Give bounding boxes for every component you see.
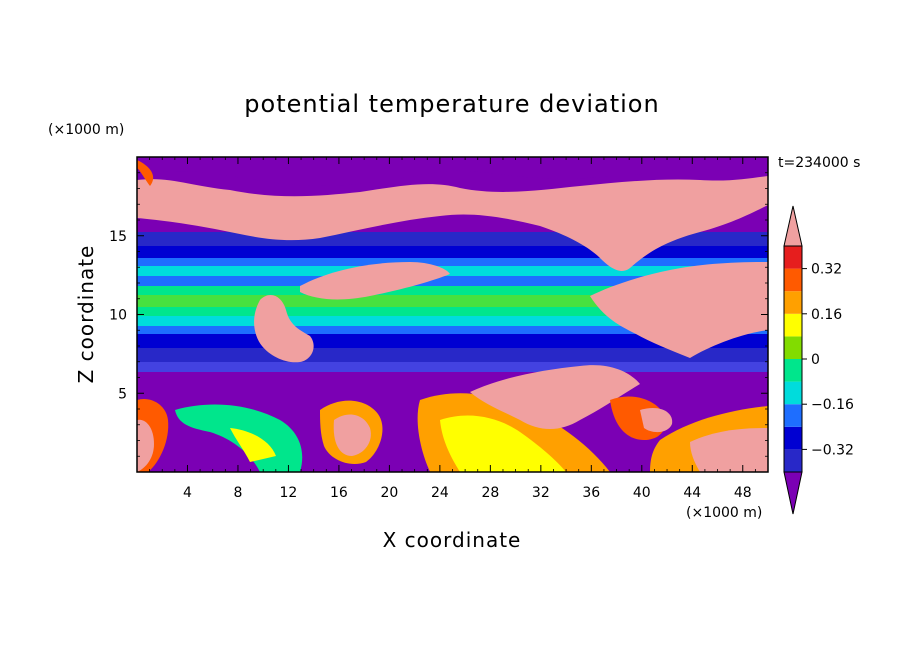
lower-yellow-1 xyxy=(230,428,276,462)
lower-swirl-core xyxy=(333,414,371,456)
x-tick-label: 32 xyxy=(532,485,550,501)
colorbar-band xyxy=(784,336,802,359)
colorbar-tick-label: 0 xyxy=(811,352,820,368)
x-tick-label: 16 xyxy=(330,485,348,501)
x-tick-label: 20 xyxy=(380,485,398,501)
colorbar-high-arrow xyxy=(783,205,803,247)
time-label: t=234000 s xyxy=(778,155,860,171)
colorbar-tick-label: −0.16 xyxy=(811,397,854,413)
mid-plume-2 xyxy=(300,262,450,300)
colorbar-band xyxy=(784,268,802,292)
colorbar-band xyxy=(784,246,802,269)
colorbar-band xyxy=(784,291,802,314)
mid-plume-1 xyxy=(254,295,314,363)
colorbar-tick-label: −0.32 xyxy=(811,442,854,458)
mid-plume-3 xyxy=(590,262,768,358)
band-5 xyxy=(137,276,768,286)
x-tick-label: 12 xyxy=(280,485,298,501)
x-axis: 4 8 12 16 20 24 28 32 36 40 44 48 xyxy=(149,157,756,501)
x-tick-label: 48 xyxy=(734,485,752,501)
y-axis-label: Z coordinate xyxy=(74,245,98,384)
x-tick-label: 36 xyxy=(582,485,600,501)
y-tick-label: 15 xyxy=(109,229,127,245)
upper-plume xyxy=(137,176,768,271)
y-axis: 5 10 15 xyxy=(109,172,768,457)
x-axis-label: X coordinate xyxy=(383,528,522,552)
x-tick-label: 28 xyxy=(481,485,499,501)
x-unit-label: (×1000 m) xyxy=(686,505,762,521)
lower-left-core xyxy=(137,419,154,472)
band-9 xyxy=(137,326,768,334)
band-8 xyxy=(137,316,768,326)
band-2 xyxy=(137,246,768,258)
upper-cap xyxy=(137,157,768,186)
lower-main-yellow xyxy=(440,415,566,472)
y-tick-label: 10 xyxy=(109,308,127,324)
chart-title: potential temperature deviation xyxy=(244,90,659,118)
band-12 xyxy=(137,362,768,372)
colorbar-band xyxy=(784,449,802,472)
y-tick-label: 5 xyxy=(118,386,127,402)
y-unit-label: (×1000 m) xyxy=(48,122,124,138)
colorbar-band xyxy=(784,426,802,450)
lower-right-swirl-core xyxy=(640,407,673,433)
x-tick-label: 24 xyxy=(431,485,449,501)
upper-warm-edge xyxy=(137,160,154,186)
lower-right-core xyxy=(690,428,768,472)
colorbar-band xyxy=(784,404,802,427)
band-4 xyxy=(137,266,768,276)
contour-field xyxy=(137,157,768,472)
colorbar-band xyxy=(784,381,802,405)
colorbar-tick-label: 0.16 xyxy=(811,307,842,323)
lower-main-plume xyxy=(470,365,640,429)
x-tick-label: 40 xyxy=(633,485,651,501)
x-tick-label: 4 xyxy=(183,485,192,501)
colorbar-band xyxy=(784,359,802,382)
colorbar-band xyxy=(784,313,802,337)
colorbar-tick-label: 0.32 xyxy=(811,262,842,278)
band-3 xyxy=(137,258,768,266)
colorbar: 0.32 0.16 0 −0.16 −0.32 xyxy=(783,205,854,515)
colorbar-low-arrow xyxy=(783,471,803,515)
x-tick-label: 8 xyxy=(233,485,242,501)
x-tick-label: 44 xyxy=(683,485,701,501)
